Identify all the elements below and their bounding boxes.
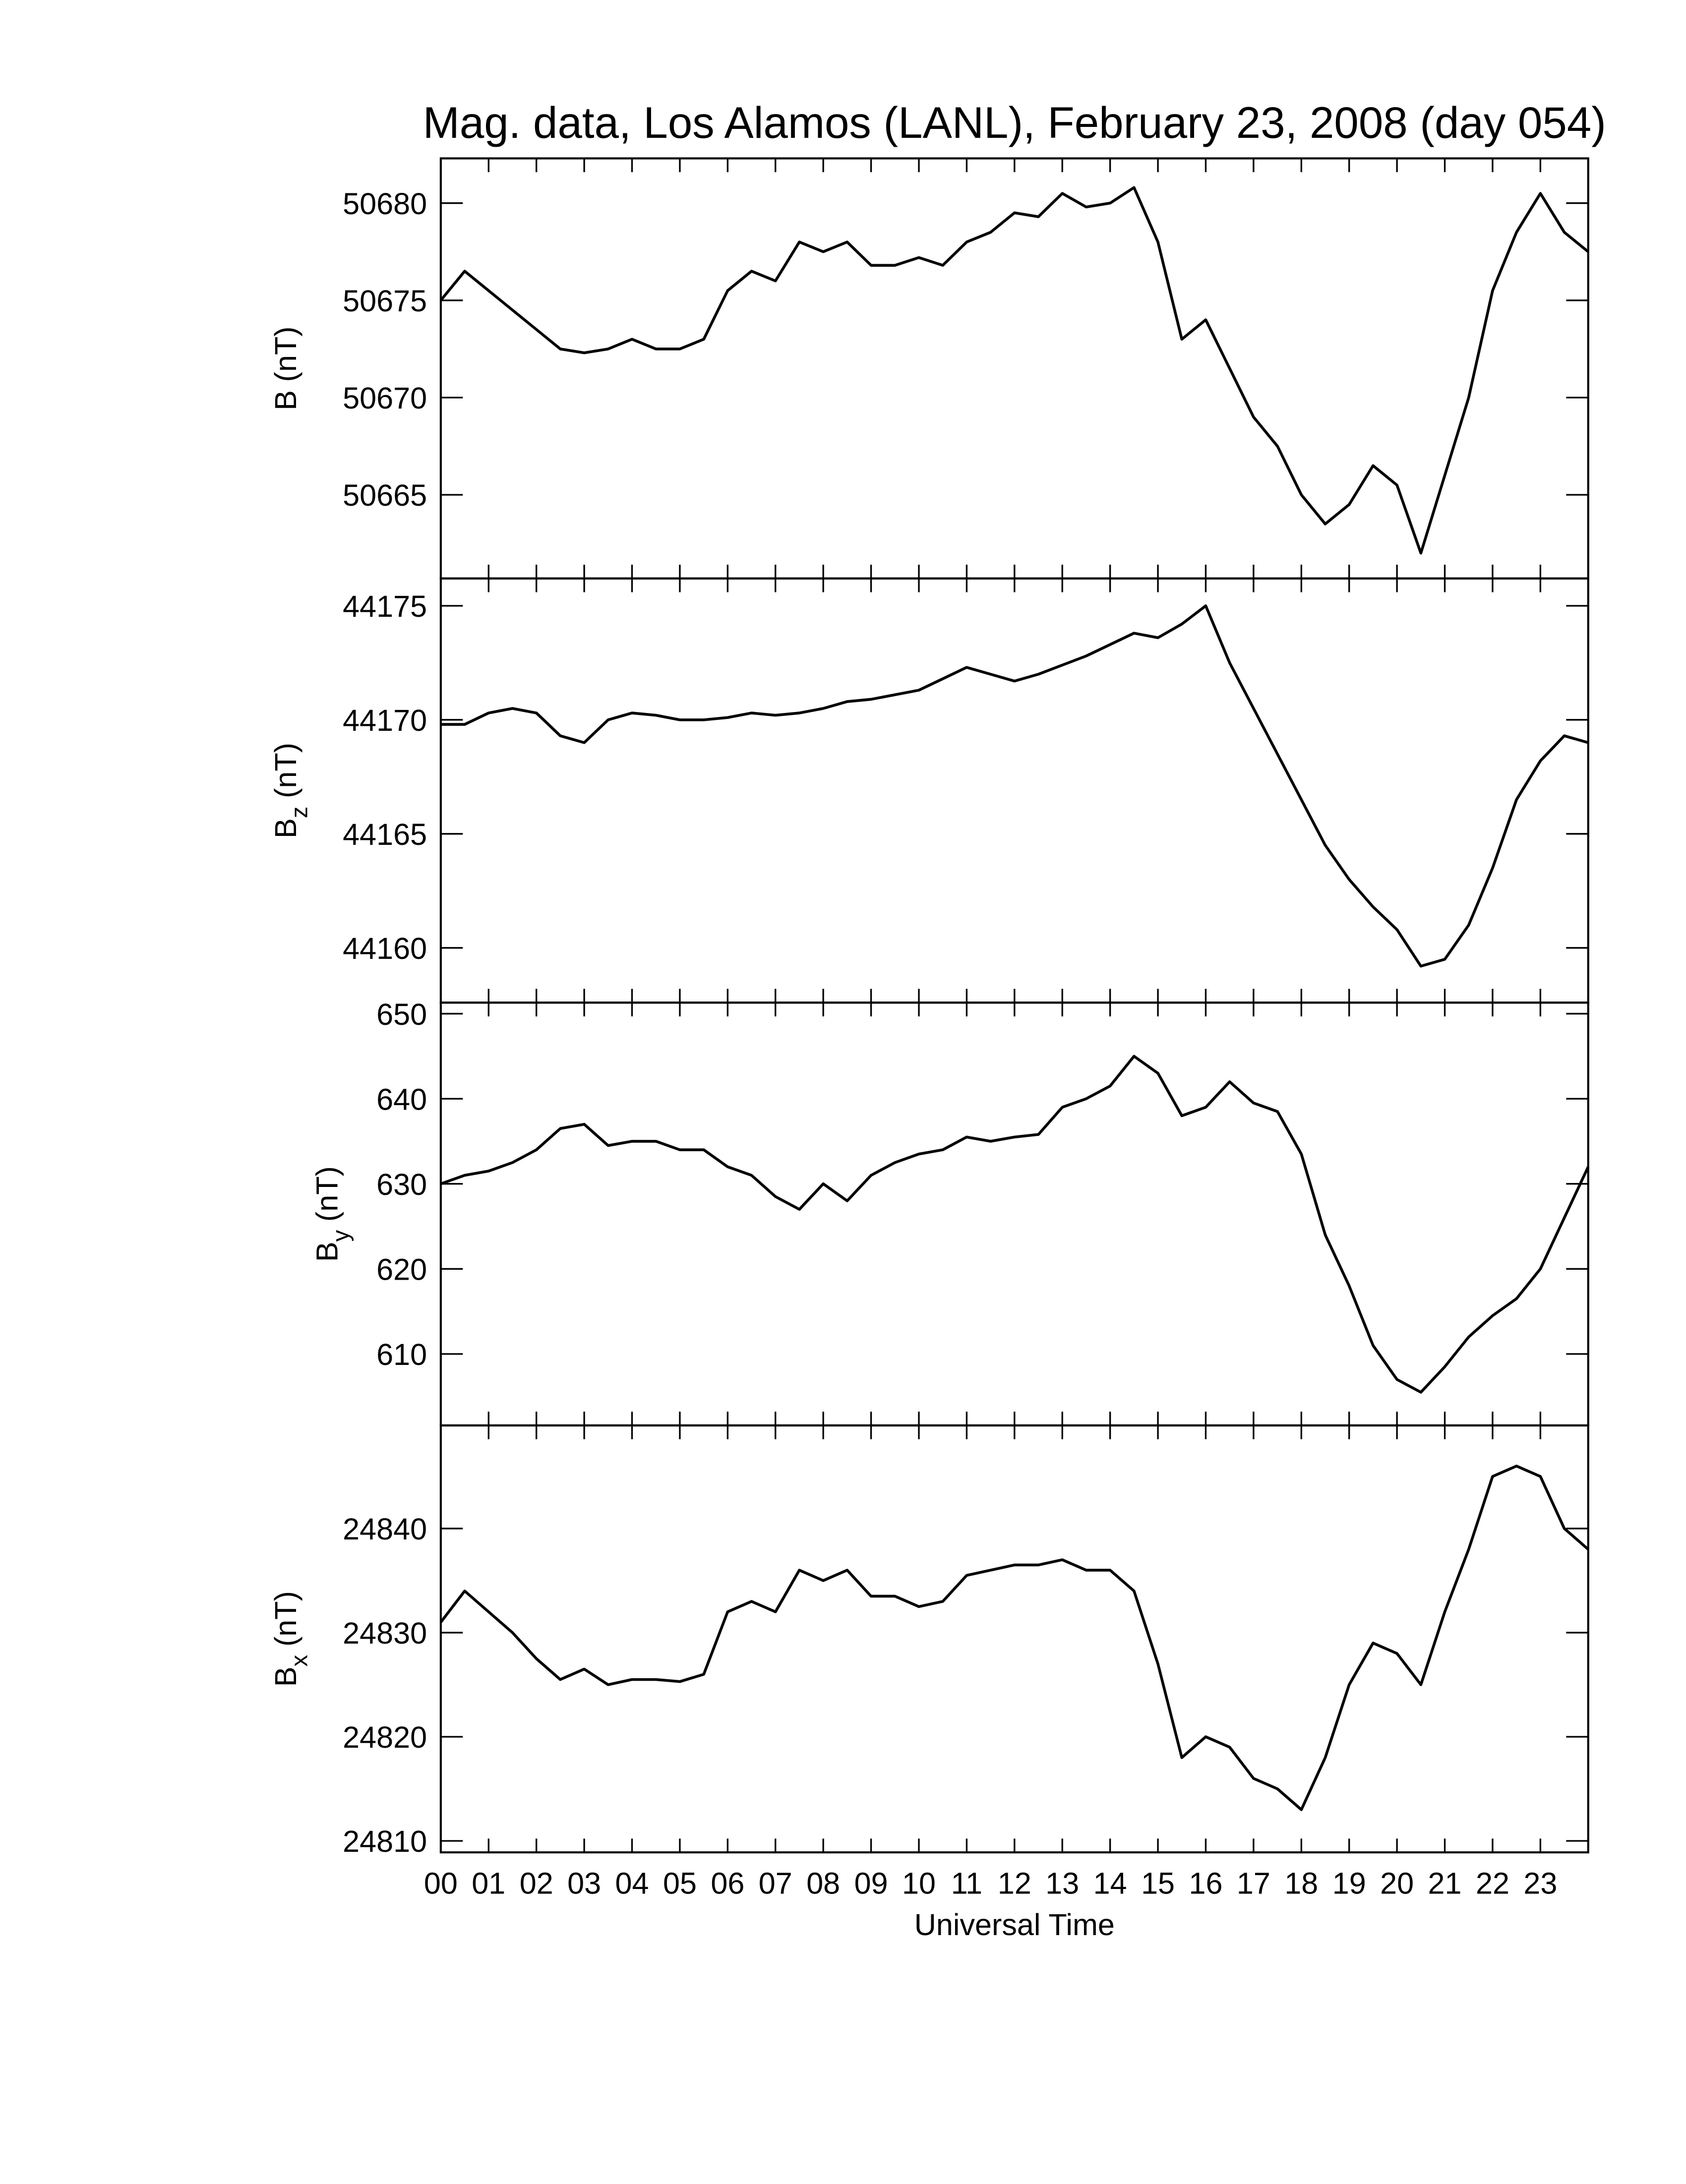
y-tick-label: 650 (376, 998, 427, 1031)
x-tick-label: 10 (902, 1866, 936, 1900)
data-line (440, 1055, 1590, 1394)
y-tick-label: 640 (376, 1082, 427, 1116)
y-tick-label: 620 (376, 1253, 427, 1287)
y-tick-label: 50670 (343, 381, 427, 415)
data-line (439, 186, 1589, 555)
x-tick-label: 19 (1332, 1866, 1366, 1900)
y-label-base: B (269, 818, 302, 838)
x-tick-label: 01 (472, 1866, 505, 1900)
x-tick-label: 08 (806, 1866, 840, 1900)
y-label-unit: (nT) (310, 1166, 344, 1222)
y-label-sub: x (286, 1654, 312, 1666)
x-tick-label: 12 (998, 1866, 1031, 1900)
plot-frame (439, 1424, 1589, 1854)
y-label-unit: (nT) (269, 743, 302, 798)
x-axis-label: Universal Time (914, 1908, 1115, 1942)
y-label-unit: (nT) (269, 326, 302, 382)
y-tick-label: 50675 (343, 284, 427, 318)
plot-frame (439, 157, 1589, 580)
y-tick-label: 24830 (343, 1616, 427, 1650)
x-tick-label: 07 (759, 1866, 792, 1900)
y-label-sub: z (286, 807, 312, 819)
y-label-sub: y (328, 1230, 354, 1241)
y-tick-label: 50680 (343, 187, 427, 221)
plot-frame (439, 1002, 1589, 1427)
y-axis-label: B (nT) (269, 326, 302, 410)
y-tick-label: 610 (376, 1338, 427, 1371)
x-tick-label: 03 (567, 1866, 601, 1900)
x-tick-label: 05 (663, 1866, 697, 1900)
y-tick-label: 44165 (343, 818, 427, 851)
y-axis-label: Bx (nT) (269, 1591, 312, 1687)
x-tick-label: 21 (1428, 1866, 1462, 1900)
x-tick-label: 00 (424, 1866, 458, 1900)
y-tick-label: 24820 (343, 1720, 427, 1754)
data-line (439, 1465, 1589, 1811)
plot-frame (439, 577, 1589, 1004)
y-label-base: B (310, 1241, 344, 1262)
x-tick-label: 22 (1476, 1866, 1509, 1900)
y-tick-label: 24840 (343, 1512, 427, 1546)
x-tick-label: 16 (1189, 1866, 1222, 1900)
y-tick-label: 44170 (343, 704, 427, 737)
y-label-unit: (nT) (269, 1591, 302, 1647)
x-tick-label: 20 (1380, 1866, 1414, 1900)
x-tick-label: 11 (951, 1866, 982, 1900)
x-tick-label: 06 (711, 1866, 744, 1900)
x-tick-label: 02 (520, 1866, 553, 1900)
y-tick-label: 24810 (343, 1825, 427, 1858)
y-tick-label: 630 (376, 1168, 427, 1201)
y-label-base: B (269, 1666, 302, 1687)
y-label-base: B (269, 390, 302, 411)
x-tick-label: 18 (1284, 1866, 1318, 1900)
x-tick-label: 15 (1141, 1866, 1175, 1900)
y-axis-label: Bz (nT) (269, 743, 312, 838)
y-axis-label: By (nT) (310, 1166, 354, 1262)
y-tick-label: 50665 (343, 478, 427, 512)
x-tick-label: 23 (1523, 1866, 1557, 1900)
y-tick-label: 44175 (343, 590, 427, 623)
y-tick-label: 44160 (343, 932, 427, 965)
x-tick-label: 13 (1045, 1866, 1079, 1900)
x-tick-label: 14 (1093, 1866, 1127, 1900)
x-tick-label: 17 (1237, 1866, 1270, 1900)
x-tick-label: 04 (615, 1866, 649, 1900)
chart-title: Mag. data, Los Alamos (LANL), February 2… (423, 98, 1606, 147)
x-tick-label: 09 (854, 1866, 888, 1900)
data-line (440, 604, 1589, 968)
